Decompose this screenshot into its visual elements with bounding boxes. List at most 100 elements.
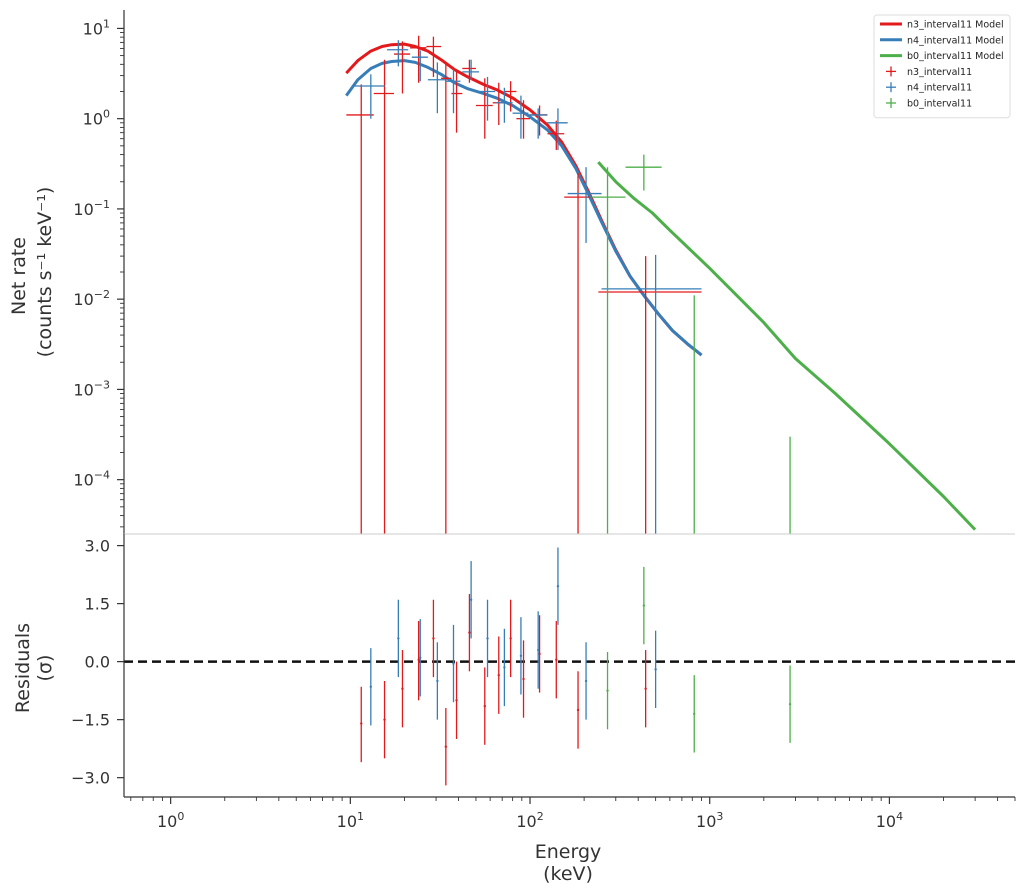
top-panel-data-points [346, 35, 791, 534]
residual-point-n4_interval11-7 [503, 628, 506, 707]
x-tick-label: 104 [876, 810, 903, 831]
legend-label: n4_interval11 [907, 83, 972, 94]
data-point-n3_interval11-13 [547, 120, 565, 150]
top-y-tick-label: 10−2 [73, 288, 110, 309]
axes: 101 100 10−1 10−2 10−3 10−4 3.0 1.5 0.0 −1.5 −3.0 1… [71, 10, 1016, 831]
legend-label: b0_interval11 Model [907, 51, 1004, 62]
residual-marker [436, 679, 439, 683]
residual-marker [509, 637, 512, 640]
legend-entry-b0_interval11: b0_interval11 [886, 98, 972, 110]
data-point-n3_interval11-4 [426, 36, 442, 77]
x-axis-title-line1: Energy [535, 841, 602, 863]
top-y-tick-label: 100 [83, 108, 110, 129]
x-axis-title-line2: (keV) [543, 863, 593, 885]
bottom-panel-residuals [360, 547, 792, 786]
residual-point-n4_interval11-10 [556, 547, 560, 625]
residual-point-n4_interval11-9 [536, 611, 540, 689]
residual-point-n3_interval11-11 [522, 640, 525, 718]
legend-entry-n4_interval11: n4_interval11 [886, 82, 972, 94]
legend-entry-b0_interval11-model: b0_interval11 Model [880, 51, 1004, 62]
data-point-n4_interval11-2 [411, 50, 428, 82]
residual-point-b0_interval11-1 [642, 566, 646, 645]
data-point-n4_interval11-11 [567, 167, 602, 243]
bottom-y-tick-label: 1.5 [85, 595, 110, 614]
top-y-tick-label: 10−3 [73, 378, 110, 399]
residual-point-n3_interval11-6 [455, 661, 458, 739]
data-point-n4_interval11-0 [354, 74, 385, 119]
residual-marker [536, 648, 540, 652]
residual-point-n4_interval11-4 [452, 624, 455, 703]
residual-point-b0_interval11-0 [606, 651, 609, 730]
data-point-n4_interval11-1 [387, 40, 409, 67]
legend-label: n3_interval11 Model [907, 20, 1004, 31]
data-point-n3_interval11-11 [516, 100, 531, 139]
top-y-tick-label: 10−4 [73, 469, 110, 490]
residual-point-n3_interval11-4 [432, 599, 435, 678]
data-point-n4_interval11-9 [528, 108, 547, 139]
residual-point-n3_interval11-5 [444, 708, 448, 786]
bottom-y-tick-label: 0.0 [85, 653, 110, 672]
data-point-n4_interval11-5 [462, 59, 479, 80]
y-axis-title-bottom-line1: Residuals [12, 623, 34, 713]
bottom-y-tick-label: −3.0 [71, 769, 110, 788]
data-point-n4_interval11-3 [427, 62, 446, 114]
y-axis-title-top-line2: (counts s⁻¹ keV⁻¹) [34, 187, 56, 358]
bottom-y-tick-label: −1.5 [71, 711, 110, 730]
top-y-tick-label: 10−1 [73, 198, 110, 219]
residual-marker [383, 718, 386, 721]
residual-marker [469, 598, 473, 601]
residual-point-n4_interval11-2 [419, 619, 422, 697]
residual-marker [369, 685, 373, 688]
residual-point-n3_interval11-12 [538, 615, 541, 693]
residual-point-n4_interval11-6 [486, 599, 489, 678]
residual-marker [419, 656, 422, 659]
residual-point-n4_interval11-5 [469, 561, 473, 639]
x-tick-label: 100 [157, 810, 184, 831]
residual-marker [606, 689, 609, 692]
residual-point-n3_interval11-14 [576, 671, 580, 749]
legend-box [873, 14, 1011, 119]
legend: n3_interval11 Model n4_interval11 Model b0… [873, 14, 1011, 119]
residual-point-n3_interval11-10 [509, 599, 512, 678]
residual-marker [360, 722, 363, 725]
data-point-n3_interval11-1 [373, 59, 395, 534]
legend-label: b0_interval11 [907, 99, 972, 110]
legend-entry-n4_interval11-model: n4_interval11 Model [880, 35, 1004, 46]
data-point-n4_interval11-10 [546, 108, 568, 150]
data-point-n4_interval11-8 [512, 95, 529, 139]
data-point-n4_interval11-6 [478, 76, 496, 121]
residual-point-n3_interval11-0 [360, 686, 363, 763]
legend-entry-n3_interval11: n3_interval11 [886, 66, 972, 78]
data-point-n4_interval11-7 [495, 87, 513, 123]
residual-marker [654, 668, 657, 671]
x-tick-label: 101 [337, 810, 364, 831]
residual-marker [432, 637, 435, 640]
residual-point-b0_interval11-3 [788, 665, 792, 743]
data-point-n3_interval11-0 [346, 84, 374, 534]
legend-label: n3_interval11 [907, 67, 972, 78]
data-point-n3_interval11-3 [410, 35, 427, 83]
top-y-tick-label: 101 [83, 17, 110, 38]
bottom-y-tick-label: 3.0 [85, 537, 110, 556]
residual-point-b0_interval11-2 [693, 675, 696, 753]
residual-marker [468, 631, 471, 634]
y-axis-title-top-line1: Net rate [8, 237, 30, 315]
residual-point-n3_interval11-8 [483, 667, 486, 745]
residual-marker [584, 679, 588, 683]
residual-marker [644, 687, 647, 690]
residual-point-n4_interval11-11 [584, 642, 588, 720]
residual-point-n4_interval11-8 [519, 617, 523, 695]
data-point-n3_interval11-5 [441, 64, 452, 534]
residual-marker [642, 604, 646, 607]
residual-marker [576, 708, 580, 712]
residual-marker [788, 702, 792, 706]
data-point-b0_interval11-1 [625, 154, 662, 191]
residual-marker [397, 637, 400, 640]
residual-point-n4_interval11-12 [654, 630, 657, 709]
y-axis-title-bottom-line2: (σ) [34, 655, 56, 682]
residual-point-n4_interval11-0 [369, 648, 373, 726]
model-curve-n3_interval11-model [345, 42, 703, 357]
legend-entry-n3_interval11-model: n3_interval11 Model [880, 20, 1004, 31]
residual-marker [693, 712, 696, 716]
